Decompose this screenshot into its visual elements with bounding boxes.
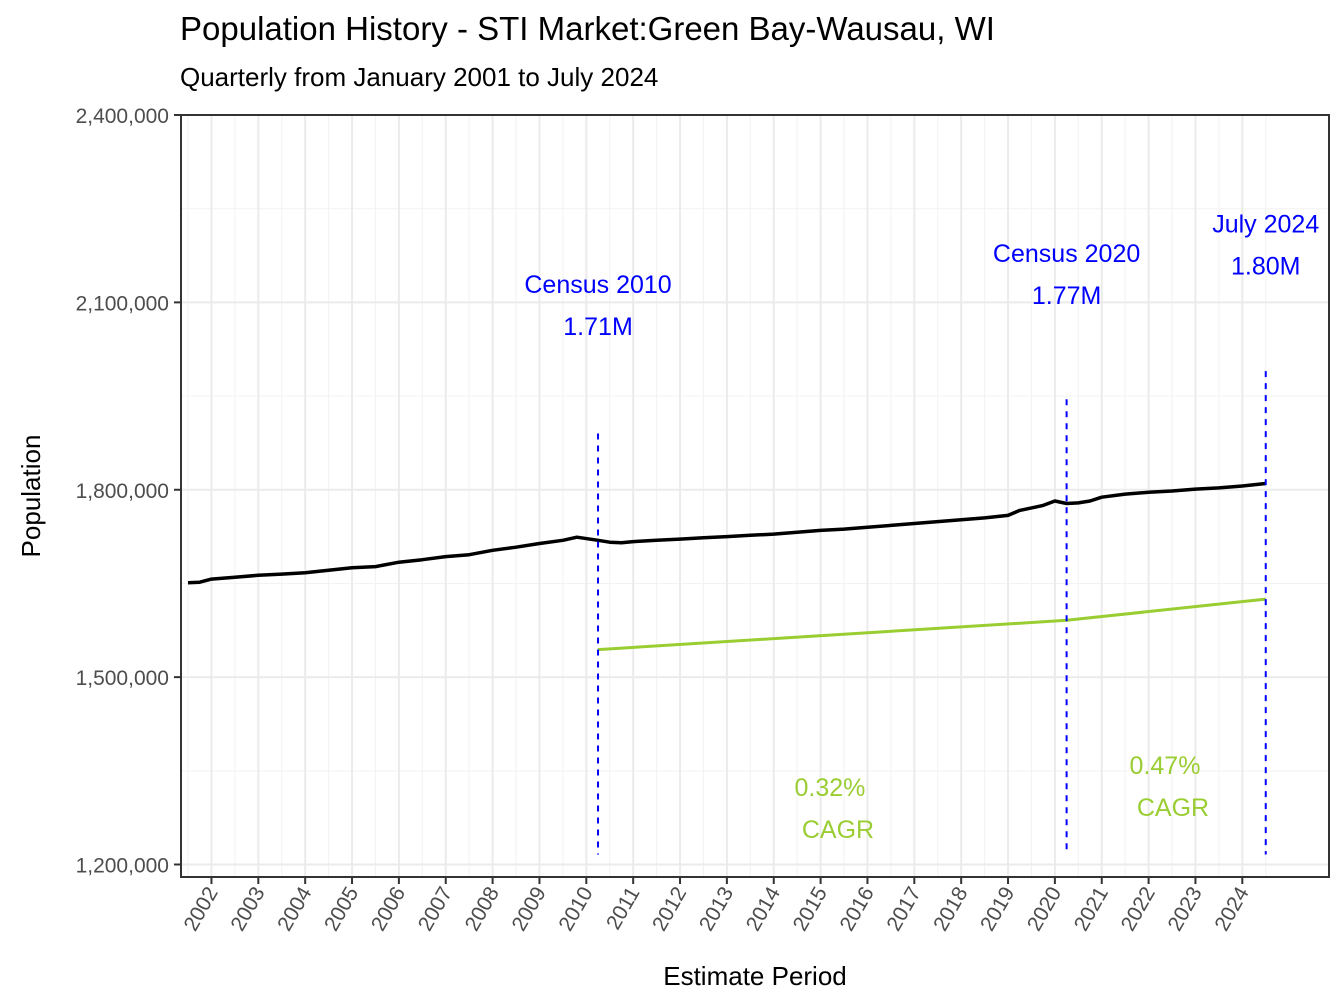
plot-border (180, 114, 1330, 878)
chart-title: Population History - STI Market:Green Ba… (180, 10, 995, 47)
x-tick-label: 2007 (414, 883, 457, 935)
x-axis-title: Estimate Period (663, 961, 847, 991)
chart-subtitle: Quarterly from January 2001 to July 2024 (180, 62, 659, 92)
x-tick-label: 2020 (1023, 883, 1066, 935)
x-tick-label: 2015 (789, 883, 832, 935)
x-tick-label: 2005 (320, 883, 363, 935)
cagr-label: CAGR (802, 816, 874, 844)
x-tick-label: 2023 (1164, 883, 1207, 935)
x-tick-label: 2009 (508, 883, 551, 935)
x-tick-label: 2010 (554, 883, 597, 935)
x-tick-label: 2016 (836, 883, 879, 935)
x-tick-label: 2011 (602, 883, 645, 934)
x-tick-label: 2006 (367, 883, 410, 935)
y-axis-title: Population (16, 435, 46, 558)
x-tick-label: 2012 (648, 883, 691, 935)
x-tick-label: 2022 (1117, 883, 1160, 935)
x-tick-label: 2004 (273, 883, 316, 935)
annotation-value: 1.77M (1032, 282, 1101, 310)
annotation-label: Census 2020 (993, 240, 1140, 268)
cagr-value: 0.47% (1130, 752, 1201, 780)
y-tick-label: 2,100,000 (76, 292, 169, 315)
annotation-label: Census 2010 (524, 271, 671, 299)
annotation-value: 1.71M (563, 313, 632, 341)
annotation-label: July 2024 (1212, 210, 1319, 238)
annotation-value: 1.80M (1231, 252, 1300, 280)
x-tick-label: 2019 (976, 883, 1019, 935)
x-tick-label: 2018 (929, 883, 972, 935)
cagr-value: 0.32% (795, 774, 866, 802)
x-tick-label: 2014 (742, 883, 785, 935)
x-tick-label: 2017 (882, 883, 925, 935)
cagr-label: CAGR (1137, 794, 1209, 822)
y-tick-label: 1,500,000 (76, 667, 169, 690)
y-tick-label: 2,400,000 (76, 105, 169, 128)
x-tick-label: 2002 (180, 883, 223, 935)
population-line (187, 481, 1266, 585)
x-tick-label: 2021 (1070, 883, 1113, 935)
y-tick-label: 1,200,000 (76, 855, 169, 878)
x-tick-label: 2024 (1210, 883, 1253, 935)
x-tick-label: 2008 (461, 883, 504, 935)
x-tick-label: 2013 (695, 883, 738, 935)
y-tick-label: 1,800,000 (76, 480, 169, 503)
x-tick-label: 2003 (226, 883, 269, 935)
plot-background (181, 115, 1329, 877)
